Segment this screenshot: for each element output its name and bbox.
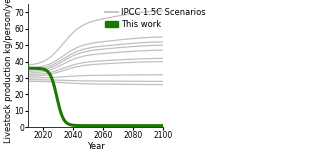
Y-axis label: Livestock production kg/person/year: Livestock production kg/person/year: [4, 0, 13, 143]
Legend: IPCC 1.5C Scenarios, This work: IPCC 1.5C Scenarios, This work: [105, 8, 206, 29]
X-axis label: Year: Year: [87, 142, 105, 151]
